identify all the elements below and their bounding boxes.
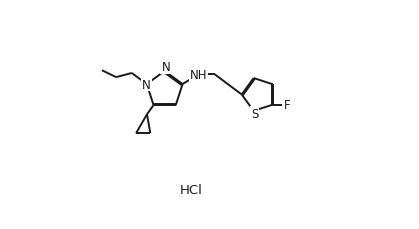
Text: F: F [283,99,290,112]
Text: S: S [251,108,259,121]
Text: HCl: HCl [180,184,202,196]
Text: NH: NH [189,68,207,82]
Text: N: N [142,78,151,91]
Text: N: N [161,61,170,74]
